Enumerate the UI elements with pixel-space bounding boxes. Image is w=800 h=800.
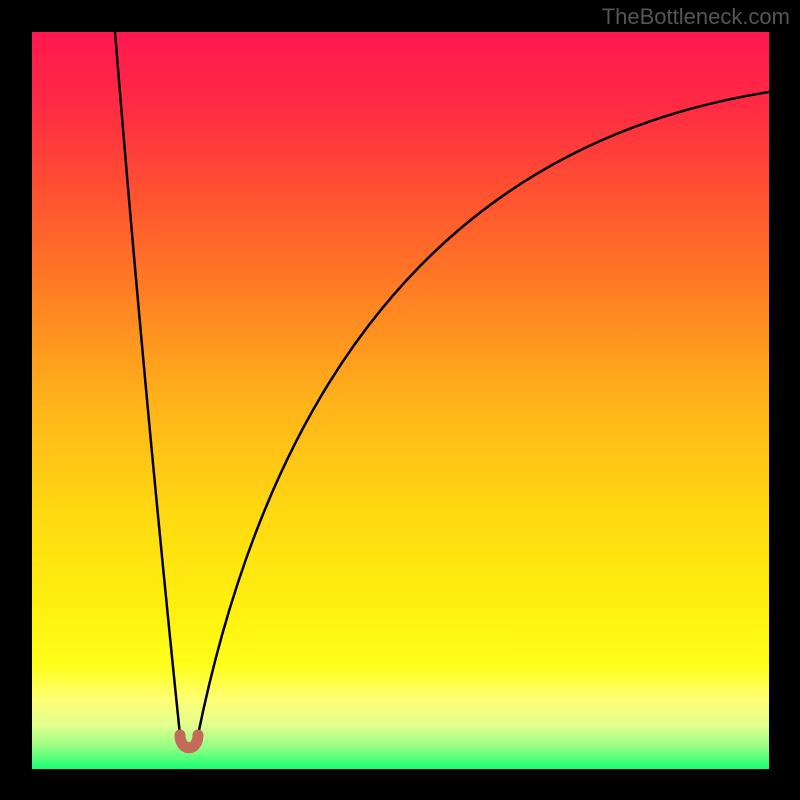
bottleneck-plot — [32, 32, 769, 769]
watermark-label: TheBottleneck.com — [602, 4, 790, 30]
chart-container: TheBottleneck.com — [0, 0, 800, 800]
plot-background — [32, 32, 769, 769]
